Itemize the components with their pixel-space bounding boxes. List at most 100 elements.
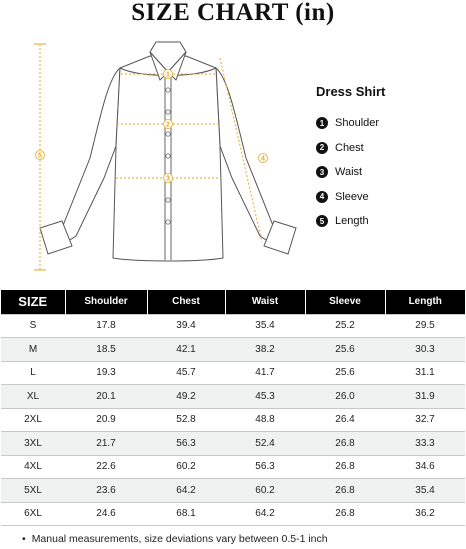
measurement-note: • Manual measurements, size deviations va…	[22, 533, 328, 545]
legend-number-5: 5	[316, 215, 328, 228]
column-header-length: Length	[385, 290, 465, 314]
legend-item-waist: 3 Waist	[316, 160, 464, 185]
shoulder-cell: 21.7	[65, 431, 147, 455]
length-cell: 30.3	[385, 337, 465, 361]
table-row: S 17.8 39.4 35.4 25.2 29.5	[1, 313, 465, 338]
size-cell: 4XL	[1, 454, 65, 479]
shoulder-cell: 23.6	[65, 478, 147, 502]
length-cell: 35.4	[385, 478, 465, 502]
chest-cell: 68.1	[147, 501, 225, 526]
sleeve-cell: 26.8	[305, 478, 385, 502]
length-cell: 36.2	[385, 501, 465, 526]
bullet-icon: •	[22, 533, 26, 545]
waist-cell: 35.4	[225, 313, 305, 338]
marker-chest: 2	[166, 122, 170, 129]
chest-cell: 39.4	[147, 313, 225, 338]
sleeve-cell: 26.8	[305, 501, 385, 526]
column-header-chest: Chest	[147, 290, 226, 314]
length-cell: 34.6	[385, 454, 465, 479]
marker-length: 5	[38, 153, 42, 160]
chest-cell: 52.8	[147, 407, 225, 432]
size-cell: 6XL	[1, 501, 65, 526]
length-cell: 29.5	[385, 313, 465, 338]
legend-item-shoulder: 1 Shoulder	[316, 111, 464, 136]
waist-cell: 41.7	[225, 360, 305, 385]
shoulder-cell: 18.5	[65, 337, 147, 361]
marker-waist: 3	[166, 176, 170, 183]
legend-label: Shoulder	[335, 117, 380, 130]
chest-cell: 45.7	[147, 360, 225, 385]
shoulder-cell: 24.6	[65, 501, 147, 526]
size-cell: XL	[1, 384, 65, 408]
shoulder-cell: 22.6	[65, 454, 147, 479]
waist-cell: 52.4	[225, 431, 305, 455]
legend-label: Length	[335, 215, 369, 228]
length-cell: 31.9	[385, 384, 465, 408]
sleeve-cell: 25.6	[305, 337, 385, 361]
sleeve-cell: 26.4	[305, 407, 385, 432]
legend-label: Sleeve	[335, 190, 369, 203]
legend-number-1: 1	[316, 117, 328, 130]
waist-cell: 56.3	[225, 454, 305, 479]
right-sleeve	[215, 66, 293, 251]
left-sleeve	[43, 66, 121, 251]
sleeve-cell: 26.0	[305, 384, 385, 408]
shoulder-cell: 19.3	[65, 360, 147, 385]
table-row: 3XL 21.7 56.3 52.4 26.8 33.3	[1, 431, 465, 455]
column-header-shoulder: Shoulder	[65, 290, 148, 314]
chest-cell: 56.3	[147, 431, 225, 455]
column-header-sleeve: Sleeve	[305, 290, 386, 314]
table-row: 6XL 24.6 68.1 64.2 26.8 36.2	[1, 501, 465, 526]
sleeve-cell: 25.2	[305, 313, 385, 338]
note-text: Manual measurements, size deviations var…	[31, 533, 328, 545]
legend-item-chest: 2 Chest	[316, 136, 464, 161]
size-cell: 5XL	[1, 478, 65, 502]
right-cuff	[263, 220, 297, 255]
length-cell: 31.1	[385, 360, 465, 385]
waist-cell: 60.2	[225, 478, 305, 502]
waist-cell: 64.2	[225, 501, 305, 526]
legend-number-3: 3	[316, 166, 328, 179]
sleeve-cell: 26.8	[305, 431, 385, 455]
column-header-waist: Waist	[225, 290, 306, 314]
sleeve-cell: 26.8	[305, 454, 385, 479]
page-title: SIZE CHART (in)	[131, 0, 335, 26]
size-cell: M	[1, 337, 65, 361]
chest-cell: 42.1	[147, 337, 225, 361]
shoulder-cell: 17.8	[65, 313, 147, 338]
length-cell: 32.7	[385, 407, 465, 432]
size-table: SIZE Shoulder Chest Waist Sleeve Length …	[1, 290, 465, 526]
size-cell: 3XL	[1, 431, 65, 455]
legend-label: Waist	[335, 166, 363, 179]
marker-sleeve: 4	[261, 156, 265, 163]
chest-cell: 49.2	[147, 384, 225, 408]
legend: Dress Shirt 1 Shoulder 2 Chest 3 Waist 4…	[316, 84, 464, 234]
size-cell: L	[1, 360, 65, 385]
legend-item-length: 5 Length	[316, 209, 464, 234]
shoulder-cell: 20.1	[65, 384, 147, 408]
shoulder-cell: 20.9	[65, 407, 147, 432]
waist-cell: 38.2	[225, 337, 305, 361]
table-row: 4XL 22.6 60.2 56.3 26.8 34.6	[1, 454, 465, 479]
chest-cell: 60.2	[147, 454, 225, 479]
column-header-size: SIZE	[1, 290, 66, 314]
table-row: M 18.5 42.1 38.2 25.6 30.3	[1, 337, 465, 361]
legend-title: Dress Shirt	[316, 84, 386, 99]
legend-number-4: 4	[316, 190, 328, 203]
waist-cell: 45.3	[225, 384, 305, 408]
legend-number-2: 2	[316, 141, 328, 154]
legend-item-sleeve: 4 Sleeve	[316, 185, 464, 210]
waist-cell: 48.8	[225, 407, 305, 432]
table-row: 2XL 20.9 52.8 48.8 26.4 32.7	[1, 407, 465, 432]
chest-cell: 64.2	[147, 478, 225, 502]
size-cell: S	[1, 313, 65, 338]
length-cell: 33.3	[385, 431, 465, 455]
marker-shoulder: 1	[166, 72, 170, 79]
table-row: XL 20.1 49.2 45.3 26.0 31.9	[1, 384, 465, 408]
table-header-row: SIZE Shoulder Chest Waist Sleeve Length	[1, 290, 465, 314]
sleeve-cell: 25.6	[305, 360, 385, 385]
legend-label: Chest	[335, 141, 364, 154]
table-row: L 19.3 45.7 41.7 25.6 31.1	[1, 360, 465, 385]
left-cuff	[39, 220, 73, 255]
size-cell: 2XL	[1, 407, 65, 432]
